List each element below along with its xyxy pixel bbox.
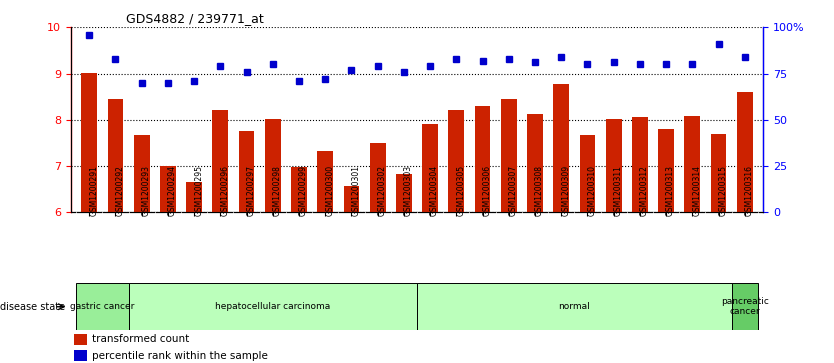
Bar xyxy=(422,125,438,212)
Bar xyxy=(318,151,333,212)
Text: GSM1200296: GSM1200296 xyxy=(220,165,229,216)
Text: GSM1200294: GSM1200294 xyxy=(168,165,177,216)
Text: GSM1200310: GSM1200310 xyxy=(587,165,596,216)
Bar xyxy=(711,134,726,212)
Bar xyxy=(82,73,97,212)
Bar xyxy=(265,119,281,212)
Text: hepatocellular carcinoma: hepatocellular carcinoma xyxy=(215,302,330,311)
Bar xyxy=(213,110,229,212)
Text: GSM1200312: GSM1200312 xyxy=(640,165,649,216)
Bar xyxy=(527,114,543,212)
Text: percentile rank within the sample: percentile rank within the sample xyxy=(92,351,268,361)
Bar xyxy=(291,167,307,212)
Bar xyxy=(133,135,149,212)
Bar xyxy=(76,283,128,330)
Text: GSM1200303: GSM1200303 xyxy=(404,164,413,216)
Text: GSM1200311: GSM1200311 xyxy=(614,165,623,216)
Bar xyxy=(737,92,752,212)
Text: GSM1200315: GSM1200315 xyxy=(719,165,727,216)
Text: disease state: disease state xyxy=(0,302,65,312)
Text: GSM1200298: GSM1200298 xyxy=(273,165,282,216)
Bar xyxy=(553,84,569,212)
Text: transformed count: transformed count xyxy=(92,334,189,344)
Text: GSM1200309: GSM1200309 xyxy=(561,164,570,216)
Text: GSM1200314: GSM1200314 xyxy=(692,165,701,216)
Text: GSM1200300: GSM1200300 xyxy=(325,164,334,216)
Bar xyxy=(74,334,87,345)
Bar xyxy=(475,106,490,212)
Text: GSM1200302: GSM1200302 xyxy=(378,165,387,216)
Bar xyxy=(128,283,417,330)
Bar xyxy=(605,119,621,212)
Bar xyxy=(74,350,87,362)
Bar xyxy=(580,135,595,212)
Text: GSM1200306: GSM1200306 xyxy=(483,164,491,216)
Text: GSM1200292: GSM1200292 xyxy=(115,165,124,216)
Text: GSM1200313: GSM1200313 xyxy=(666,165,675,216)
Bar xyxy=(396,174,412,212)
Bar xyxy=(160,166,176,212)
Text: GSM1200299: GSM1200299 xyxy=(299,165,308,216)
Bar xyxy=(658,129,674,212)
Text: GSM1200304: GSM1200304 xyxy=(430,164,440,216)
Text: normal: normal xyxy=(559,302,590,311)
Text: GSM1200308: GSM1200308 xyxy=(535,165,544,216)
Bar xyxy=(449,110,465,212)
Bar xyxy=(344,185,359,212)
Text: GSM1200316: GSM1200316 xyxy=(745,165,754,216)
Bar xyxy=(239,131,254,212)
Text: GSM1200305: GSM1200305 xyxy=(456,164,465,216)
Text: gastric cancer: gastric cancer xyxy=(70,302,134,311)
Bar xyxy=(108,99,123,212)
Bar xyxy=(501,99,516,212)
Bar xyxy=(186,182,202,212)
Bar xyxy=(731,283,758,330)
Text: GSM1200297: GSM1200297 xyxy=(247,165,255,216)
Text: GSM1200295: GSM1200295 xyxy=(194,165,203,216)
Text: GSM1200301: GSM1200301 xyxy=(351,165,360,216)
Bar xyxy=(417,283,731,330)
Bar xyxy=(685,116,701,212)
Text: GSM1200307: GSM1200307 xyxy=(509,164,518,216)
Text: GDS4882 / 239771_at: GDS4882 / 239771_at xyxy=(126,12,264,25)
Text: GSM1200293: GSM1200293 xyxy=(142,165,151,216)
Bar xyxy=(369,143,385,212)
Text: pancreatic
cancer: pancreatic cancer xyxy=(721,297,769,317)
Text: GSM1200291: GSM1200291 xyxy=(89,165,98,216)
Bar xyxy=(632,118,648,212)
